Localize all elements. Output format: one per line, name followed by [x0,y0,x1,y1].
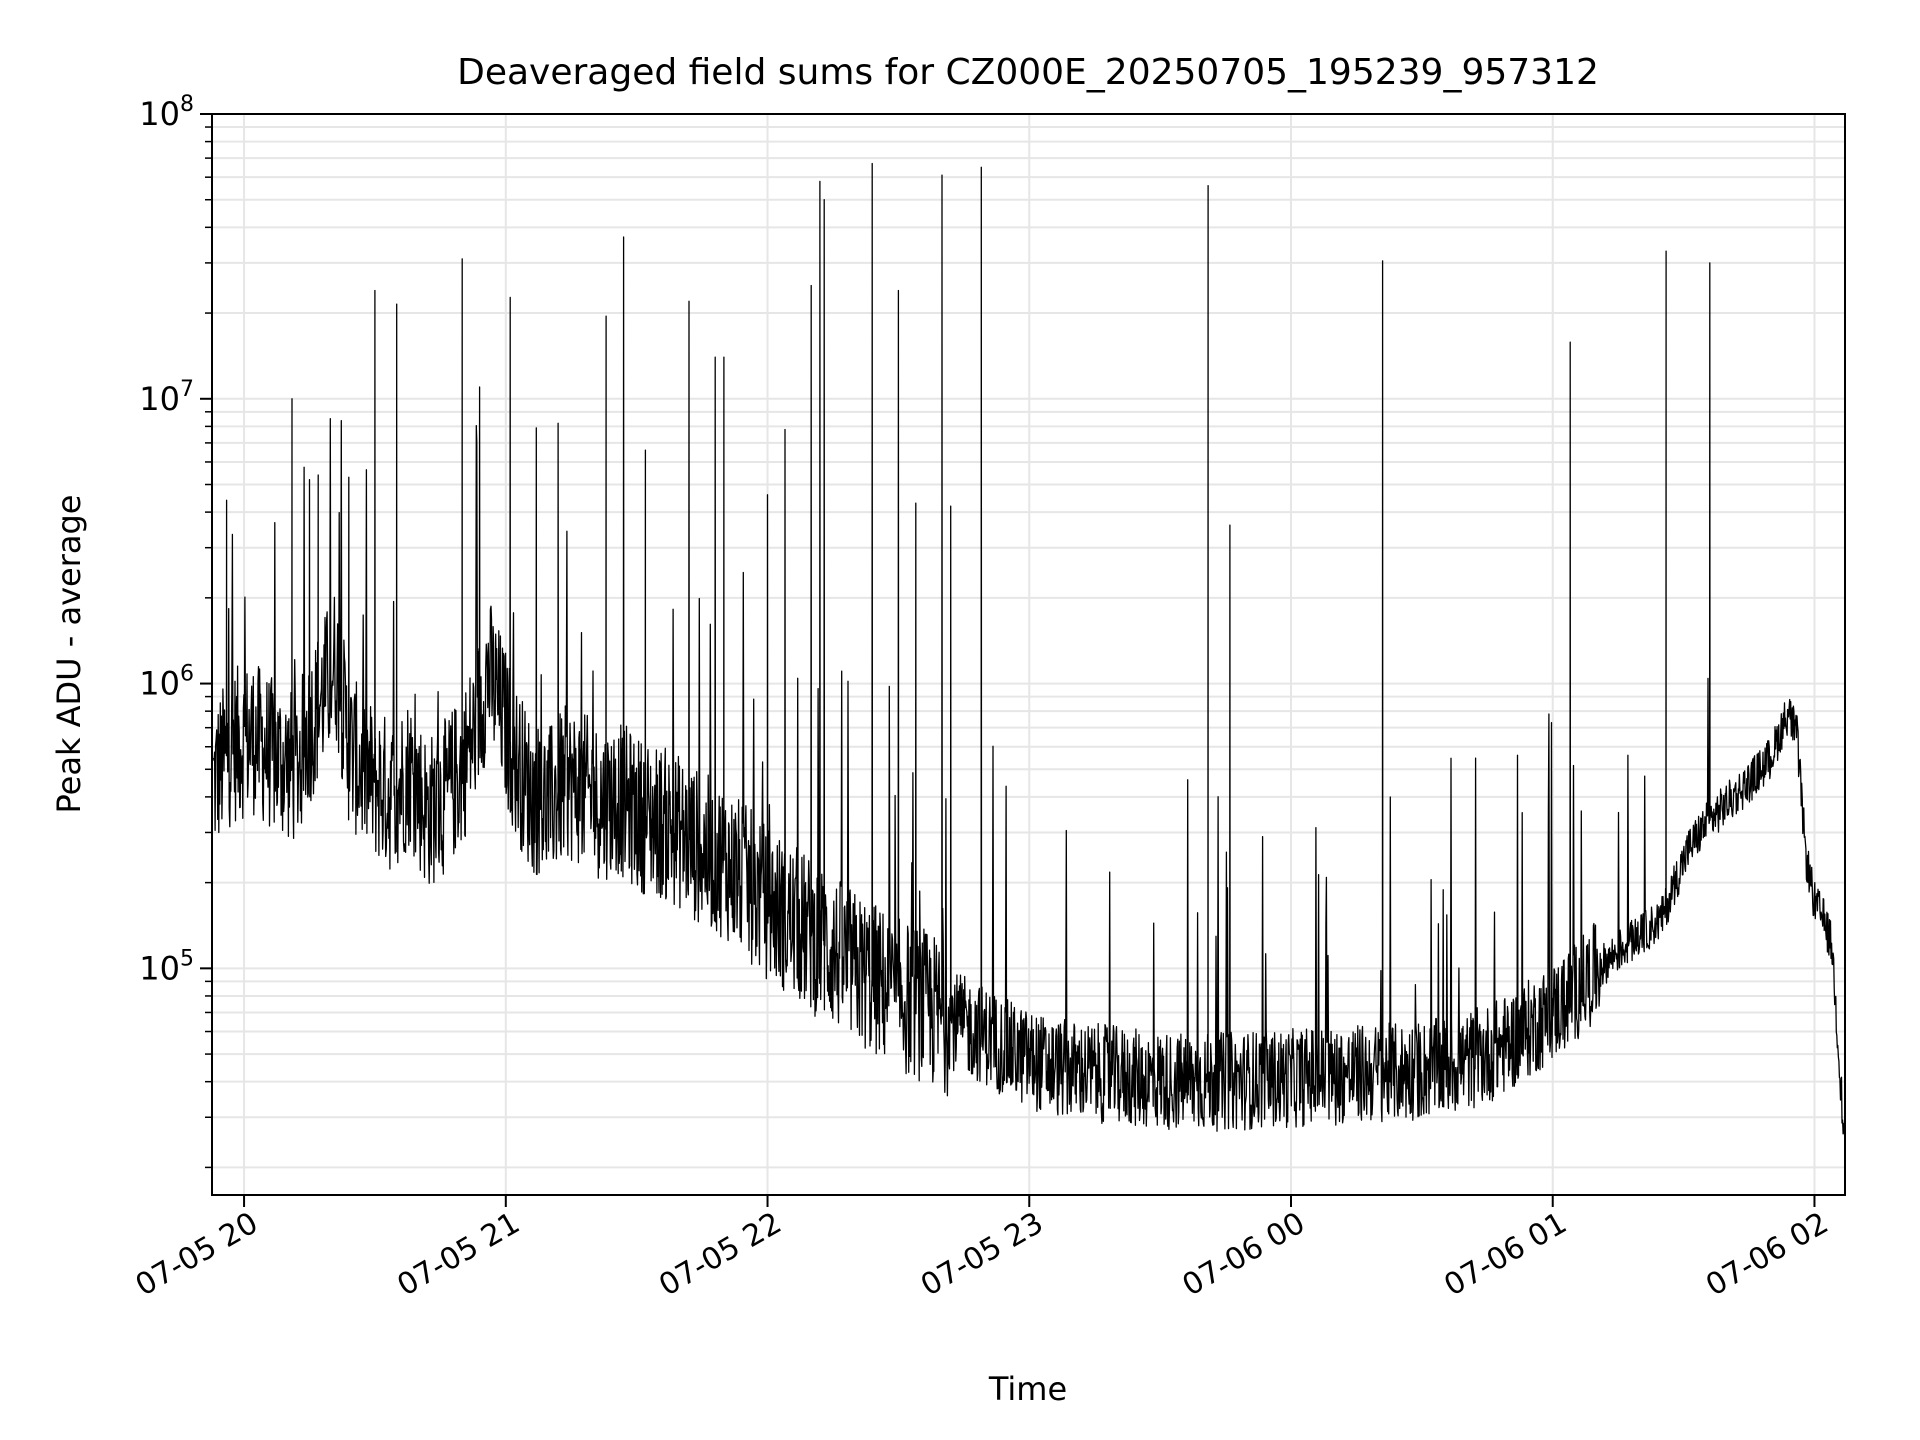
x-axis-label: Time [988,1370,1067,1408]
y-tick-label: 106 [139,662,194,703]
y-tick-label: 107 [139,377,194,418]
y-tick-label: 108 [139,92,194,133]
y-tick-label: 105 [139,946,194,987]
series-line [212,162,1846,1138]
series-layer [212,162,1846,1138]
y-axis-label: Peak ADU - average [50,495,88,814]
chart-title: Deaveraged field sums for CZ000E_2025070… [457,52,1599,93]
y-axis: 105 106 107 108 [139,92,212,1169]
